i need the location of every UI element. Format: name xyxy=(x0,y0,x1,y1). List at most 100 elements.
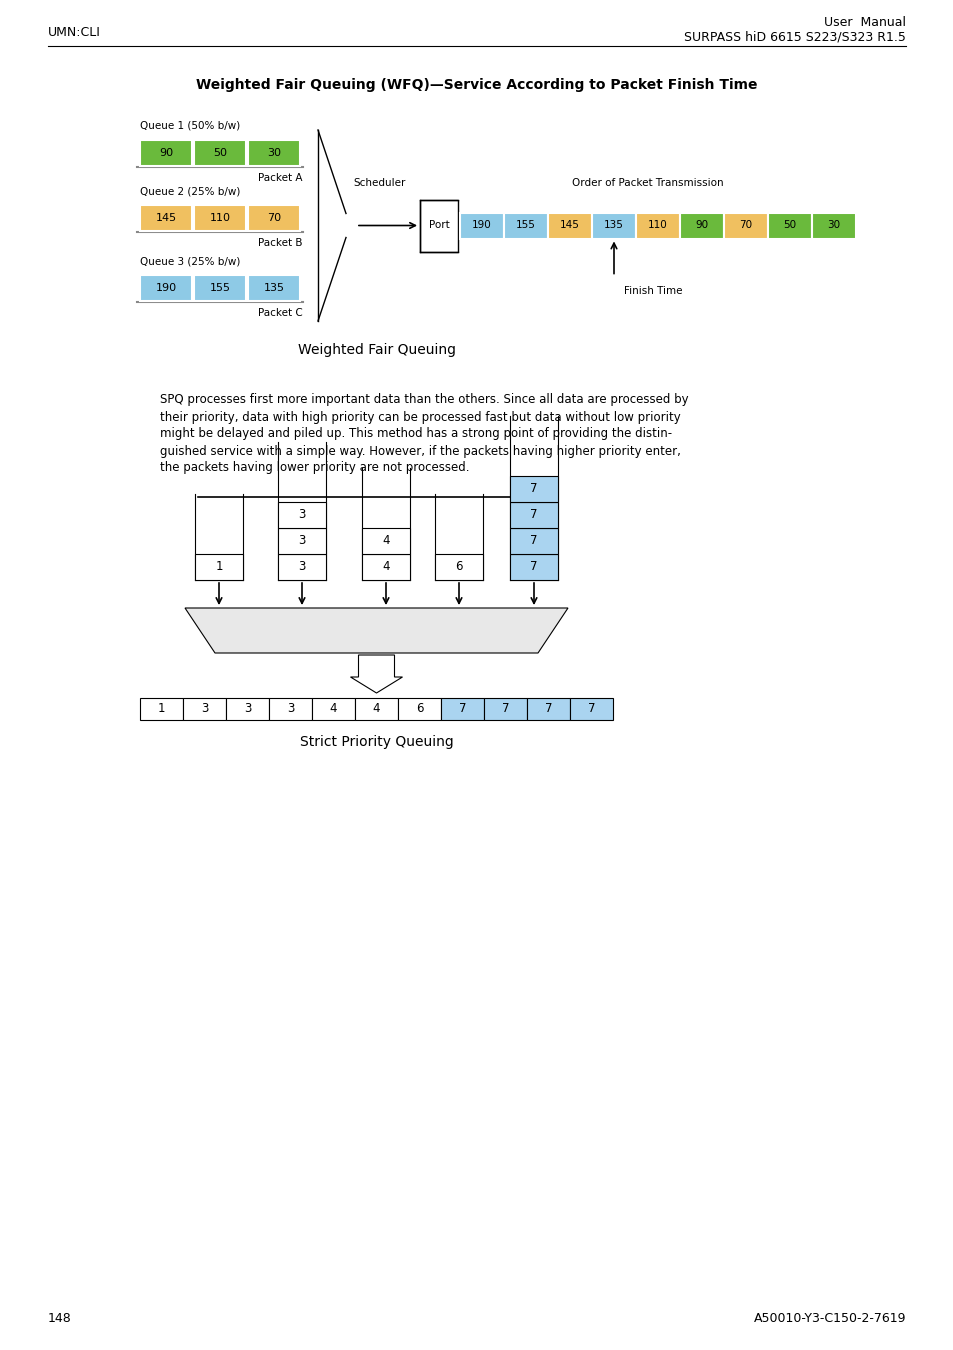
Text: 7: 7 xyxy=(530,509,537,521)
Text: 145: 145 xyxy=(155,213,176,223)
Text: 7: 7 xyxy=(530,535,537,548)
Text: 3: 3 xyxy=(298,560,305,574)
Text: 4: 4 xyxy=(330,702,337,716)
Text: 7: 7 xyxy=(501,702,509,716)
Bar xyxy=(419,200,457,251)
Bar xyxy=(510,528,558,554)
Bar xyxy=(811,212,855,239)
Bar xyxy=(510,554,558,580)
Bar xyxy=(361,528,410,554)
Bar xyxy=(483,698,526,720)
Text: 7: 7 xyxy=(458,702,466,716)
Bar xyxy=(277,554,326,580)
Text: 148: 148 xyxy=(48,1311,71,1324)
Text: the packets having lower priority are not processed.: the packets having lower priority are no… xyxy=(160,462,469,474)
Text: 50: 50 xyxy=(213,148,227,158)
Text: Queue 1 (50% b/w): Queue 1 (50% b/w) xyxy=(140,122,240,131)
Text: 7: 7 xyxy=(530,482,537,495)
Bar xyxy=(226,698,269,720)
Bar xyxy=(397,698,440,720)
Text: Queue 2 (25% b/w): Queue 2 (25% b/w) xyxy=(140,186,240,196)
Bar xyxy=(569,698,613,720)
Text: 70: 70 xyxy=(267,213,281,223)
Bar xyxy=(194,554,243,580)
Bar xyxy=(193,140,246,166)
Text: Packet B: Packet B xyxy=(258,238,303,248)
Bar xyxy=(679,212,723,239)
Bar xyxy=(140,698,183,720)
Bar xyxy=(459,212,503,239)
Text: 4: 4 xyxy=(373,702,380,716)
Bar xyxy=(723,212,767,239)
Bar xyxy=(510,477,558,502)
Text: 90: 90 xyxy=(159,148,172,158)
Bar xyxy=(592,212,636,239)
Bar xyxy=(440,698,483,720)
Text: 7: 7 xyxy=(530,560,537,574)
Text: Scheduler: Scheduler xyxy=(353,178,405,189)
Polygon shape xyxy=(185,608,567,653)
Text: 3: 3 xyxy=(287,702,294,716)
Text: 110: 110 xyxy=(210,213,231,223)
Text: Order of Packet Transmission: Order of Packet Transmission xyxy=(572,178,723,189)
Text: 7: 7 xyxy=(544,702,552,716)
Text: their priority, data with high priority can be processed fast but data without l: their priority, data with high priority … xyxy=(160,410,680,424)
Bar xyxy=(312,698,355,720)
Bar xyxy=(248,205,299,231)
Text: 70: 70 xyxy=(739,220,752,231)
Text: 4: 4 xyxy=(382,535,390,548)
Text: Packet C: Packet C xyxy=(258,308,303,319)
Bar xyxy=(361,554,410,580)
Text: 30: 30 xyxy=(267,148,281,158)
Bar xyxy=(636,212,679,239)
Text: 190: 190 xyxy=(472,220,492,231)
Text: Strict Priority Queuing: Strict Priority Queuing xyxy=(299,734,453,749)
Text: 1: 1 xyxy=(215,560,222,574)
Text: UMN:CLI: UMN:CLI xyxy=(48,26,101,39)
Text: 6: 6 xyxy=(416,702,423,716)
Bar xyxy=(193,275,246,301)
Text: 90: 90 xyxy=(695,220,708,231)
Bar xyxy=(248,140,299,166)
Text: User  Manual
SURPASS hiD 6615 S223/S323 R1.5: User Manual SURPASS hiD 6615 S223/S323 R… xyxy=(683,16,905,45)
Text: Weighted Fair Queuing (WFQ)—Service According to Packet Finish Time: Weighted Fair Queuing (WFQ)—Service Acco… xyxy=(196,78,757,92)
Bar xyxy=(510,502,558,528)
Bar xyxy=(526,698,569,720)
Bar xyxy=(435,554,482,580)
Text: Queue 3 (25% b/w): Queue 3 (25% b/w) xyxy=(140,256,240,266)
Text: Finish Time: Finish Time xyxy=(623,285,681,296)
Bar xyxy=(355,698,397,720)
Bar xyxy=(277,502,326,528)
Text: 3: 3 xyxy=(244,702,251,716)
Text: 6: 6 xyxy=(455,560,462,574)
Text: 110: 110 xyxy=(647,220,667,231)
Text: Packet A: Packet A xyxy=(258,173,303,184)
Text: 1: 1 xyxy=(157,702,165,716)
Text: 4: 4 xyxy=(382,560,390,574)
Text: 50: 50 xyxy=(782,220,796,231)
Text: Weighted Fair Queuing: Weighted Fair Queuing xyxy=(297,343,456,356)
Text: A50010-Y3-C150-2-7619: A50010-Y3-C150-2-7619 xyxy=(753,1311,905,1324)
Text: 30: 30 xyxy=(826,220,840,231)
Bar xyxy=(183,698,226,720)
Bar xyxy=(547,212,592,239)
Text: 135: 135 xyxy=(603,220,623,231)
Bar xyxy=(503,212,547,239)
Text: 3: 3 xyxy=(298,509,305,521)
Text: guished service with a simple way. However, if the packets having higher priorit: guished service with a simple way. Howev… xyxy=(160,444,680,458)
Text: might be delayed and piled up. This method has a strong point of providing the d: might be delayed and piled up. This meth… xyxy=(160,428,672,440)
Polygon shape xyxy=(350,655,402,693)
Text: 145: 145 xyxy=(559,220,579,231)
Text: 3: 3 xyxy=(298,535,305,548)
Text: SPQ processes first more important data than the others. Since all data are proc: SPQ processes first more important data … xyxy=(160,393,688,406)
Bar xyxy=(248,275,299,301)
Bar xyxy=(140,275,192,301)
Text: 135: 135 xyxy=(263,284,284,293)
Text: 190: 190 xyxy=(155,284,176,293)
Text: Port: Port xyxy=(428,220,449,231)
Text: 155: 155 xyxy=(210,284,231,293)
Bar xyxy=(277,528,326,554)
Text: 7: 7 xyxy=(587,702,595,716)
Bar xyxy=(767,212,811,239)
Text: 3: 3 xyxy=(200,702,208,716)
